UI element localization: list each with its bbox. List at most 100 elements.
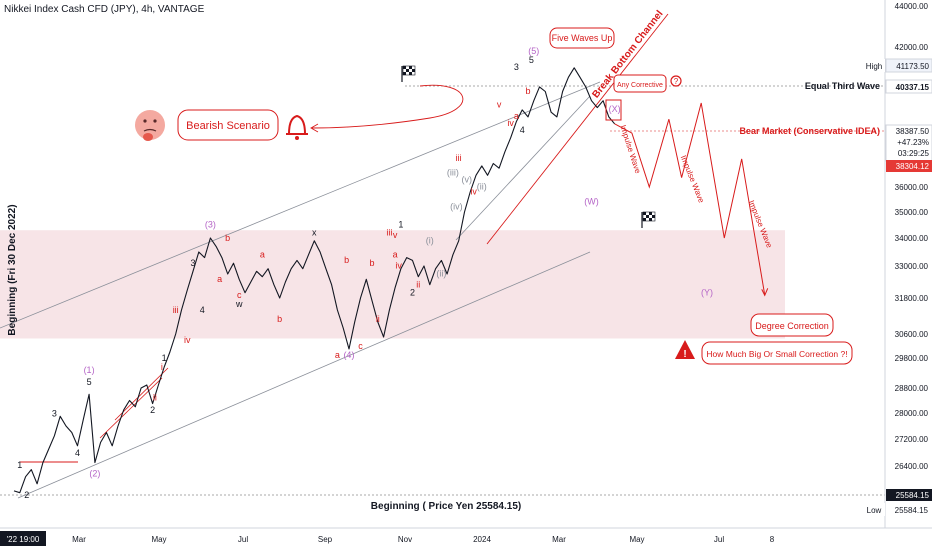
wave-label: b xyxy=(344,255,349,265)
red-channel-a xyxy=(99,377,163,439)
checkered-flag-icon xyxy=(649,212,652,215)
flag-arrowhead xyxy=(310,123,319,133)
bearish-scenario-label: Bearish Scenario xyxy=(186,120,270,132)
price-tick-label: 26400.00 xyxy=(895,462,929,471)
wave-label: 5 xyxy=(87,377,92,387)
wave-label: (ii) xyxy=(477,182,487,192)
projection-path xyxy=(614,102,766,296)
checkered-flag-icon xyxy=(403,72,406,75)
price-tick-label: 36000.00 xyxy=(895,183,929,192)
impulse-wave-label-2: Impulse Wave xyxy=(679,154,706,205)
high-label: High xyxy=(866,62,882,71)
time-tick-label: 2024 xyxy=(473,535,491,544)
wave-label: b xyxy=(277,314,282,324)
bearish-scenario-box[interactable] xyxy=(177,109,279,141)
wave-label: 2 xyxy=(150,405,155,415)
chart-title: Nikkei Index Cash CFD (JPY), 4h, VANTAGE xyxy=(4,4,205,15)
wave-label: iv xyxy=(470,187,477,197)
price-tick-label: 44000.00 xyxy=(895,2,929,11)
degree-correction-label: Degree Correction xyxy=(755,321,829,331)
price-tick-label: 31800.00 xyxy=(895,294,929,303)
wave-label: (ii) xyxy=(436,269,446,279)
consolidation-zone xyxy=(0,230,785,339)
checkered-flag-icon xyxy=(643,218,646,221)
five-waves-label: Five Waves Up xyxy=(552,33,613,43)
wave-label: 3 xyxy=(52,408,57,418)
price-tick-label: 35000.00 xyxy=(895,208,929,217)
wave-label: c xyxy=(358,341,363,351)
high-value: 41173.50 xyxy=(896,62,929,71)
checkered-flag-icon xyxy=(409,66,412,69)
wave-label: (Y) xyxy=(701,287,713,297)
warning-mark: ! xyxy=(683,349,686,360)
checkered-flag-icon-border xyxy=(402,65,416,76)
current-change: +47.23% xyxy=(897,138,929,147)
low-value-tag: 25584.15 xyxy=(896,491,930,500)
price-tick-label: 27200.00 xyxy=(895,435,929,444)
price-tick-label: 28800.00 xyxy=(895,384,929,393)
time-tick-label: Nov xyxy=(398,535,412,544)
x-axis-label: Beginning ( Price Yen 25584.15) xyxy=(371,501,521,512)
wave-label: 1 xyxy=(398,220,403,230)
wave-label: b xyxy=(525,86,530,96)
wave-label: a xyxy=(217,274,222,284)
flag-arrow xyxy=(311,84,464,129)
wave-label: iii xyxy=(386,227,392,237)
wave-label: 4 xyxy=(520,125,525,135)
current-price-box xyxy=(885,124,932,162)
wave-label: w xyxy=(235,299,243,309)
price-tick-label: 29800.00 xyxy=(895,354,929,363)
small-box xyxy=(605,99,622,121)
face-mouth xyxy=(143,128,157,132)
checkered-flag-icon xyxy=(643,212,646,215)
wave-label: x xyxy=(312,227,317,237)
time-axis xyxy=(0,528,932,550)
wave-label: v xyxy=(497,100,502,110)
bid-price: 38304.12 xyxy=(896,162,930,171)
time-tick-label: Sep xyxy=(318,535,333,544)
wave-label: b xyxy=(225,233,230,243)
impulse-wave-label-1: Impulse Wave xyxy=(618,124,642,175)
wave-label: ii xyxy=(416,279,420,289)
bear-market-label: Bear Market (Conservative IDEA) xyxy=(739,126,880,136)
price-tick-label: 42000.00 xyxy=(895,43,929,52)
countdown: 03:29:25 xyxy=(898,149,930,158)
low-tag xyxy=(862,503,885,516)
wave-label: 1 xyxy=(17,460,22,470)
low-value: 25584.15 xyxy=(895,506,929,515)
price-tick-label: 28000.00 xyxy=(895,409,929,418)
face-eye-right xyxy=(153,119,157,123)
red-channel-b xyxy=(114,367,169,421)
wave-label: 2 xyxy=(410,287,415,297)
price-tick-label: 30600.00 xyxy=(895,330,929,339)
upper-channel-line xyxy=(0,81,601,329)
any-corrective-box xyxy=(613,74,667,93)
wave-label: a xyxy=(514,111,519,121)
wave-label: (iv) xyxy=(450,202,463,212)
checkered-flag-icon-border xyxy=(642,211,656,222)
high-value-box xyxy=(885,58,932,73)
price-tick-label: 34000.00 xyxy=(895,234,929,243)
checkered-flag-icon xyxy=(406,69,409,72)
wave-label: ii xyxy=(153,393,157,403)
time-tick-label: Mar xyxy=(552,535,566,544)
how-much-label: How Much Big Or Small Correction ?! xyxy=(706,349,847,359)
wave-label: 1 xyxy=(162,353,167,363)
time-cursor-box xyxy=(0,531,46,546)
question-mark: ? xyxy=(674,77,679,86)
price-line xyxy=(13,67,616,494)
checkered-flag-icon xyxy=(649,218,652,221)
wave-label: iii xyxy=(456,153,462,163)
wave-label: (1) xyxy=(84,365,95,375)
wave-label: c xyxy=(237,290,242,300)
wave-label: (5) xyxy=(528,46,539,56)
wave-label: (i) xyxy=(426,236,434,246)
five-waves-box xyxy=(549,27,615,49)
checkered-flag-icon xyxy=(646,215,649,218)
current-price: 38387.50 xyxy=(896,127,930,136)
wave-label: 3 xyxy=(191,258,196,268)
price-tick-label: 33000.00 xyxy=(895,262,929,271)
wave-label: iii xyxy=(173,305,179,315)
bid-box xyxy=(886,160,932,172)
